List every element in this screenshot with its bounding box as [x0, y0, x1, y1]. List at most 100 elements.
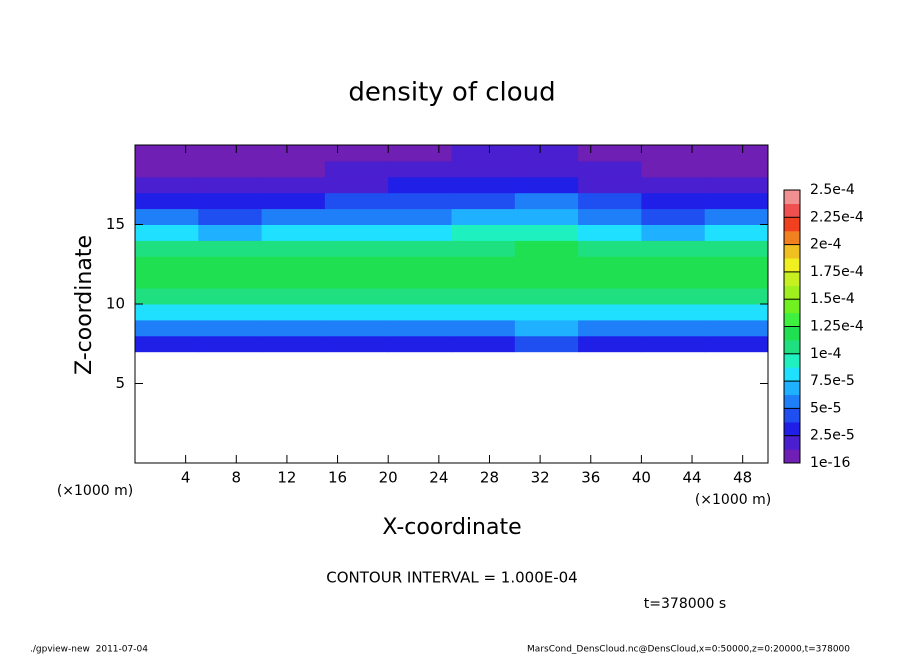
x-tick-label: 44: [682, 469, 701, 487]
field-cell: [135, 335, 199, 353]
field-cell: [388, 208, 452, 225]
field-cell: [198, 145, 263, 162]
field-cell: [135, 145, 199, 162]
field-cell: [388, 304, 452, 321]
field-cell: [578, 192, 642, 210]
field-cell: [198, 176, 263, 194]
field-cell: [704, 160, 769, 178]
x-tick-label: 16: [328, 469, 347, 487]
field-cell: [388, 272, 452, 289]
field-cell: [641, 288, 706, 305]
x-tick-label: 24: [429, 469, 448, 487]
field-cell: [514, 288, 579, 305]
field-cell: [324, 304, 389, 321]
colorbar-swatch: [784, 217, 800, 232]
y-tick-label: 10: [106, 295, 125, 313]
field-cell: [135, 272, 199, 289]
field-cell: [261, 240, 326, 257]
field-cell: [324, 208, 389, 225]
field-cell: [388, 288, 452, 305]
chart-title: density of cloud: [348, 78, 555, 108]
colorbar-swatch: [784, 326, 800, 341]
y-tick-label: 5: [115, 374, 125, 392]
field-cell: [514, 240, 579, 257]
field-cell: [641, 192, 706, 210]
x-tick-label: 36: [581, 469, 600, 487]
field-cell: [388, 192, 452, 210]
field-cell: [578, 288, 642, 305]
colorbar-swatch: [784, 408, 800, 423]
field-cell: [198, 319, 263, 337]
field-cell: [388, 256, 452, 273]
colorbar-swatch: [784, 312, 800, 327]
x-unit-label: (×1000 m): [57, 483, 133, 499]
field-cell: [578, 256, 642, 273]
field-cell: [198, 224, 263, 241]
field-cell: [578, 208, 642, 225]
field-cell: [135, 288, 199, 305]
colorbar-swatch: [784, 244, 800, 259]
field-cell: [135, 304, 199, 321]
field-cell: [324, 192, 389, 210]
field-cell: [704, 288, 769, 305]
field-cell: [451, 208, 516, 225]
x-tick-label: 8: [232, 469, 242, 487]
field-cell: [324, 335, 389, 353]
x-tick-label: 20: [379, 469, 398, 487]
field-cell: [641, 335, 706, 353]
field-cell: [135, 208, 199, 225]
field-cell: [578, 160, 642, 178]
field-cell: [704, 272, 769, 289]
field-cell: [704, 304, 769, 321]
colorbar-label: 5e-5: [810, 400, 841, 416]
field-cell: [198, 288, 263, 305]
field-cell: [514, 176, 579, 194]
field-cell: [198, 160, 263, 178]
field-cell: [578, 240, 642, 257]
field-cell: [388, 176, 452, 194]
colorbar-swatch: [784, 230, 800, 245]
field-cell: [641, 272, 706, 289]
field-cell: [388, 145, 452, 162]
x-tick-label: 4: [181, 469, 191, 487]
field-cell: [135, 224, 199, 241]
field-cell: [388, 224, 452, 241]
field-cell: [388, 240, 452, 257]
field-cell: [514, 335, 579, 353]
field-cell: [641, 304, 706, 321]
field-cell: [578, 319, 642, 337]
field-cell: [641, 256, 706, 273]
colorbar-swatch: [784, 353, 800, 368]
field-cell: [324, 176, 389, 194]
field-cell: [261, 160, 326, 178]
x-tick-label: 32: [531, 469, 550, 487]
field-cell: [578, 304, 642, 321]
footer-left: ./gpview-new 2011-07-04: [30, 645, 148, 654]
field-cell: [261, 319, 326, 337]
field-cell: [324, 160, 389, 178]
field-cell: [261, 192, 326, 210]
field-cell: [198, 272, 263, 289]
colorbar-swatch: [784, 299, 800, 314]
field-cell: [135, 240, 199, 257]
colorbar-swatch: [784, 271, 800, 286]
field-cell: [261, 176, 326, 194]
field-cell: [451, 240, 516, 257]
field-cell: [261, 304, 326, 321]
field-cell: [324, 256, 389, 273]
field-cell: [514, 160, 579, 178]
colorbar-label: 2.5e-4: [810, 182, 855, 198]
field-cell: [451, 224, 516, 241]
field-cell: [135, 256, 199, 273]
field-cell: [261, 224, 326, 241]
field-cell: [514, 256, 579, 273]
x-tick-label: 40: [632, 469, 651, 487]
field-cell: [198, 192, 263, 210]
field-cell: [451, 160, 516, 178]
field-cell: [578, 224, 642, 241]
colorbar-swatch: [784, 258, 800, 273]
colorbar-label: 1e-4: [810, 346, 842, 362]
field-cell: [261, 272, 326, 289]
colorbar-swatch: [784, 190, 800, 204]
